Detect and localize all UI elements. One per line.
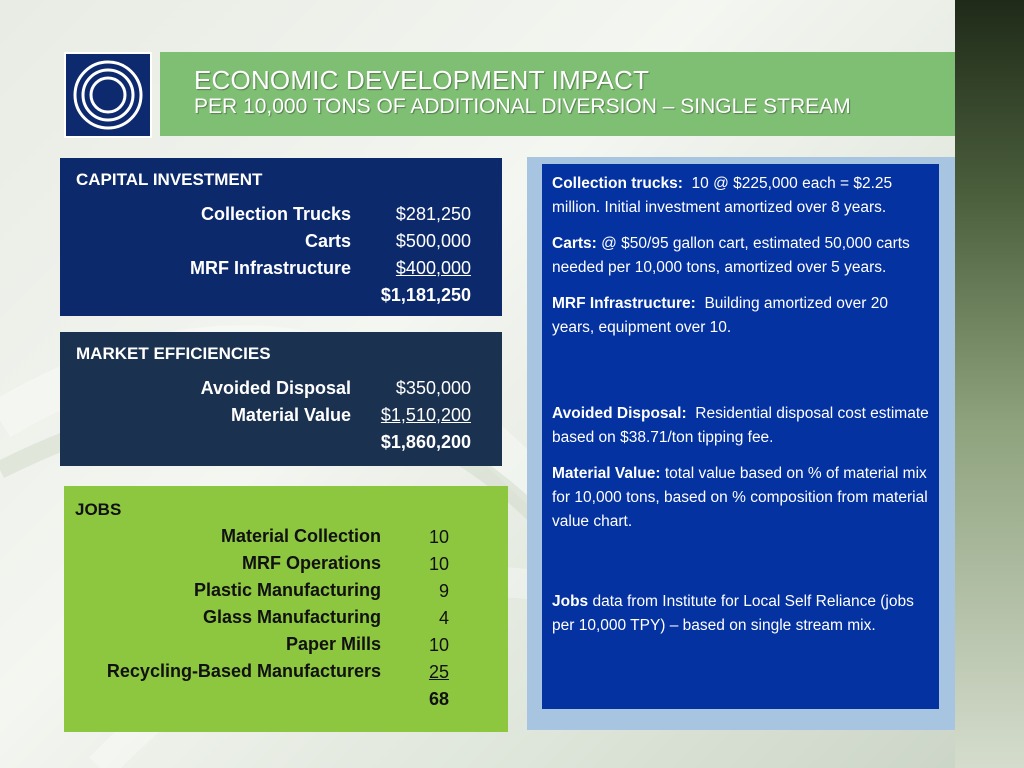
jobs-value-collection: 10 xyxy=(428,527,449,547)
note-jobs-text: data from Institute for Local Self Relia… xyxy=(552,593,914,634)
note-mrf-label: MRF Infrastructure: xyxy=(552,295,696,312)
jobs-label-mrf: MRF Operations xyxy=(241,553,381,573)
note-trucks-label: Collection trucks: xyxy=(552,175,683,192)
market-label-disposal: Avoided Disposal xyxy=(200,378,351,398)
capital-label-carts: Carts xyxy=(304,231,351,251)
capital-label-mrf: MRF Infrastructure xyxy=(189,258,351,278)
jobs-label-paper: Paper Mills xyxy=(285,634,381,654)
market-efficiencies-box: MARKET EFFICIENCIES Avoided Disposal $35… xyxy=(60,332,502,466)
jobs-value-glass: 4 xyxy=(438,608,449,628)
note-jobs-label: Jobs xyxy=(552,593,589,610)
note-disposal-text: Residential disposal cost estimate based… xyxy=(552,405,929,446)
note-carts-text: @ $50/95 gallon cart, estimated 50,000 c… xyxy=(552,235,910,276)
capital-heading: CAPITAL INVESTMENT xyxy=(76,170,263,189)
jobs-label-plastic: Plastic Manufacturing xyxy=(193,580,381,600)
jobs-value-paper: 10 xyxy=(428,635,449,655)
capital-label-trucks: Collection Trucks xyxy=(200,204,351,224)
page-subtitle: PER 10,000 TONS OF ADDITIONAL DIVERSION … xyxy=(194,95,851,118)
jobs-box: JOBS Material Collection 10 MRF Operatio… xyxy=(64,486,508,732)
capital-value-mrf: $400,000 xyxy=(395,258,471,278)
market-total: $1,860,200 xyxy=(380,432,471,452)
note-trucks-text: 10 @ $225,000 each = $2.25 million. Init… xyxy=(552,175,893,216)
capital-total: $1,181,250 xyxy=(380,285,471,305)
jobs-label-glass: Glass Manufacturing xyxy=(202,607,381,627)
jobs-label-collection: Material Collection xyxy=(220,526,381,546)
jobs-heading: JOBS xyxy=(75,500,122,519)
market-label-material: Material Value xyxy=(230,405,351,425)
jobs-value-plastic: 9 xyxy=(438,581,449,601)
title-bar: ECONOMIC DEVELOPMENT IMPACT PER 10,000 T… xyxy=(160,52,955,136)
note-material-text: total value based on % of material mix f… xyxy=(552,465,928,530)
decorative-strip xyxy=(955,0,1024,768)
jobs-total: 68 xyxy=(428,689,449,709)
page-title: ECONOMIC DEVELOPMENT IMPACT xyxy=(194,65,650,95)
jobs-value-recycling: 25 xyxy=(428,662,449,682)
logo xyxy=(64,52,152,138)
concentric-circles-icon xyxy=(73,60,143,130)
market-value-material: $1,510,200 xyxy=(380,405,471,425)
note-material: Material Value: total value based on % o… xyxy=(552,462,929,534)
note-mrf-text: Building amortized over 20 years, equipm… xyxy=(552,295,888,336)
note-jobs: Jobs data from Institute for Local Self … xyxy=(552,590,929,638)
note-mrf: MRF Infrastructure: Building amortized o… xyxy=(552,292,929,340)
capital-investment-box: CAPITAL INVESTMENT Collection Trucks $28… xyxy=(60,158,502,316)
note-trucks: Collection trucks: 10 @ $225,000 each = … xyxy=(552,172,929,220)
notes-panel: Collection trucks: 10 @ $225,000 each = … xyxy=(542,164,939,709)
capital-value-carts: $500,000 xyxy=(395,231,471,251)
capital-value-trucks: $281,250 xyxy=(395,204,471,224)
jobs-value-mrf: 10 xyxy=(428,554,449,574)
market-value-disposal: $350,000 xyxy=(395,378,471,398)
market-heading: MARKET EFFICIENCIES xyxy=(76,344,271,363)
note-carts: Carts: @ $50/95 gallon cart, estimated 5… xyxy=(552,232,929,280)
note-disposal-label: Avoided Disposal: xyxy=(552,405,687,422)
note-carts-label: Carts: xyxy=(552,235,597,252)
jobs-label-recycling: Recycling-Based Manufacturers xyxy=(106,661,381,681)
note-material-label: Material Value: xyxy=(552,465,661,482)
note-disposal: Avoided Disposal: Residential disposal c… xyxy=(552,402,929,450)
